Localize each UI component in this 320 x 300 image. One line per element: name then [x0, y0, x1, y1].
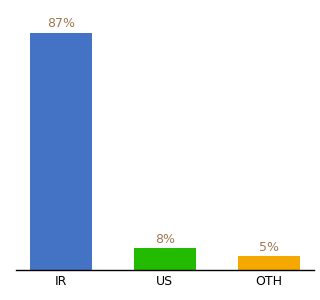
Text: 87%: 87%	[47, 17, 75, 31]
Text: 5%: 5%	[259, 241, 279, 254]
Bar	[29, 33, 92, 270]
Text: 8%: 8%	[155, 232, 175, 245]
Bar	[133, 248, 196, 270]
Bar	[238, 256, 300, 270]
